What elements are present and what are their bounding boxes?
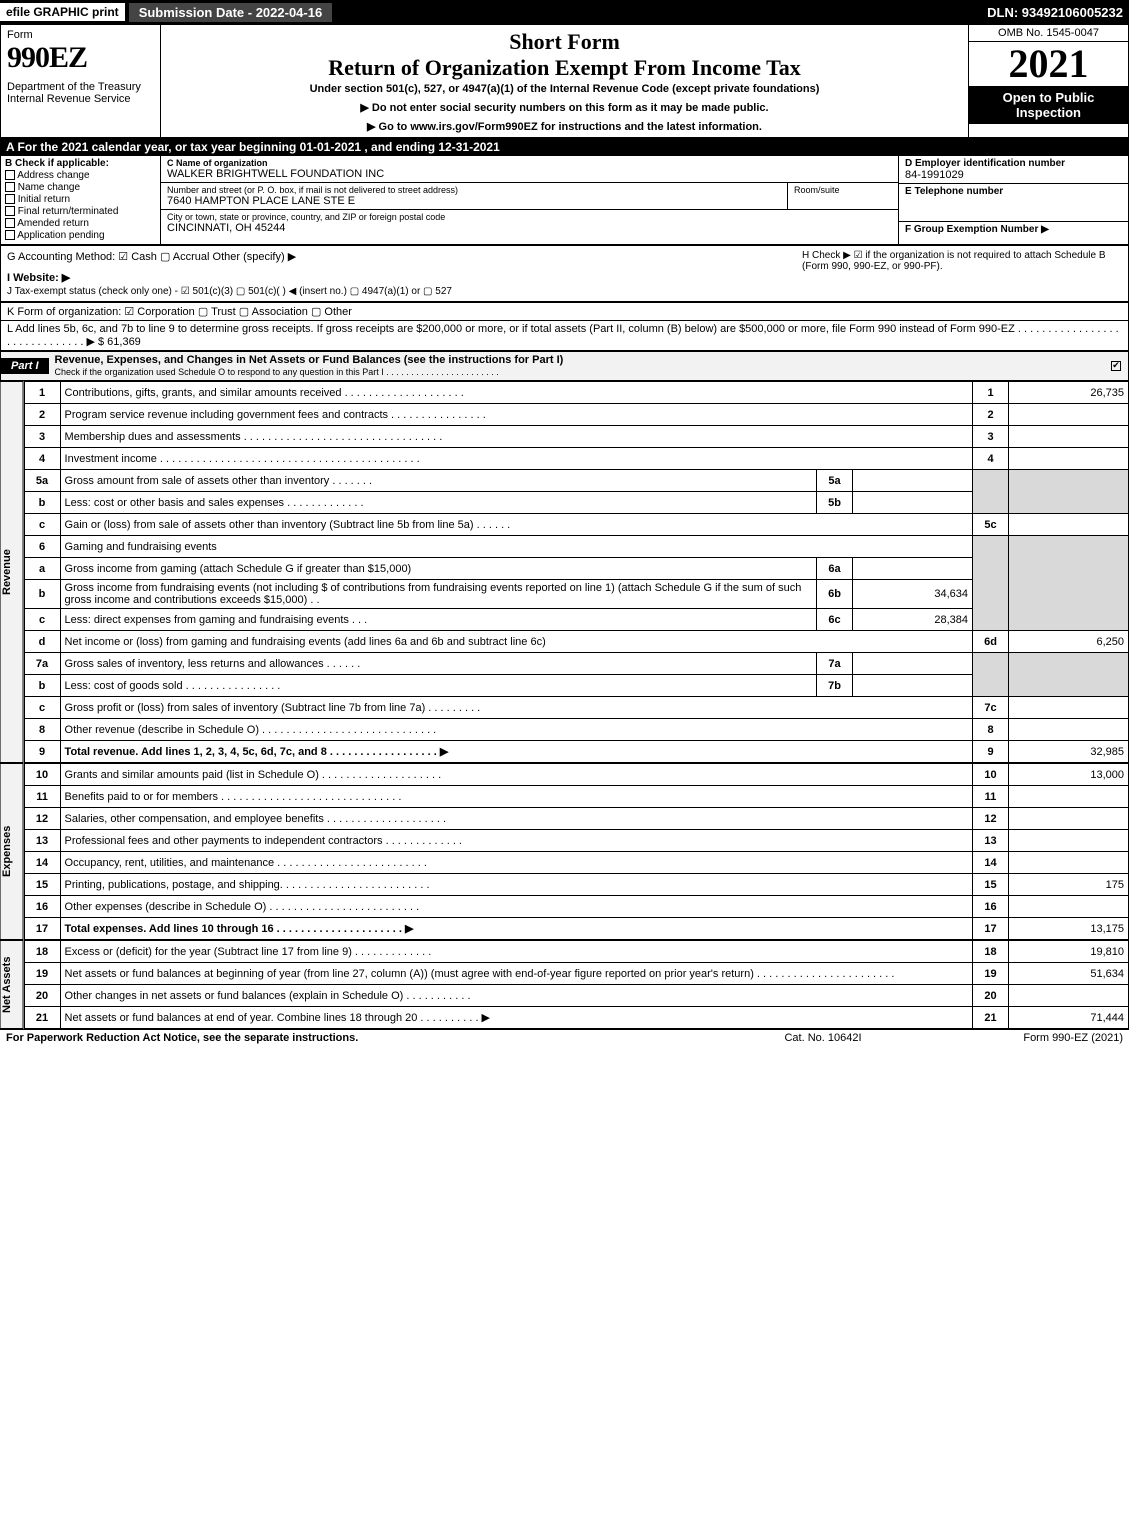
box-b: B Check if applicable: Address change Na… (1, 156, 161, 244)
header-right: OMB No. 1545-0047 2021 Open to Public In… (968, 25, 1128, 137)
org-name-label: C Name of organization (167, 158, 892, 168)
line-5a: 5aGross amount from sale of assets other… (24, 470, 1128, 492)
line-12: 12Salaries, other compensation, and empl… (24, 808, 1128, 830)
net-assets-side-label: Net Assets (0, 940, 24, 1029)
line-19: 19Net assets or fund balances at beginni… (24, 963, 1128, 985)
row-l: L Add lines 5b, 6c, and 7b to line 9 to … (0, 321, 1129, 351)
city-value: CINCINNATI, OH 45244 (167, 222, 892, 234)
chk-pending[interactable]: Application pending (5, 230, 156, 241)
form-header: Form 990EZ Department of the Treasury In… (0, 24, 1129, 138)
line-16: 16Other expenses (describe in Schedule O… (24, 896, 1128, 918)
row-i: I Website: ▶ (7, 271, 802, 284)
form-label: Form (7, 29, 154, 41)
part1-label: Part I (1, 358, 49, 374)
line-4: 4Investment income . . . . . . . . . . .… (24, 448, 1128, 470)
ein-label: D Employer identification number (905, 158, 1122, 169)
chk-address[interactable]: Address change (5, 170, 156, 181)
part1-header: Part I Revenue, Expenses, and Changes in… (0, 351, 1129, 381)
efile-label: efile GRAPHIC print (0, 3, 125, 21)
row-g-h-i-j: G Accounting Method: ☑ Cash ▢ Accrual Ot… (0, 245, 1129, 302)
section-b-to-f: B Check if applicable: Address change Na… (0, 156, 1129, 245)
line-11: 11Benefits paid to or for members . . . … (24, 786, 1128, 808)
chk-name[interactable]: Name change (5, 182, 156, 193)
line-18: 18Excess or (deficit) for the year (Subt… (24, 941, 1128, 963)
row-l-amount: $ 61,369 (98, 336, 141, 348)
ein-value: 84-1991029 (905, 169, 1122, 181)
header-center: Short Form Return of Organization Exempt… (161, 25, 968, 137)
line-10: 10Grants and similar amounts paid (list … (24, 764, 1128, 786)
chk-amended[interactable]: Amended return (5, 218, 156, 229)
line-5b: bLess: cost or other basis and sales exp… (24, 492, 1128, 514)
dln: DLN: 93492106005232 (987, 5, 1129, 20)
line-2: 2Program service revenue including gover… (24, 404, 1128, 426)
expenses-side-label: Expenses (0, 763, 24, 940)
row-j: J Tax-exempt status (check only one) - ☑… (7, 286, 802, 297)
box-b-title: B Check if applicable: (5, 158, 156, 169)
street-label: Number and street (or P. O. box, if mail… (167, 185, 781, 195)
line-7a: 7aGross sales of inventory, less returns… (24, 653, 1128, 675)
line-6c: cLess: direct expenses from gaming and f… (24, 609, 1128, 631)
inspection-label: Open to Public Inspection (969, 86, 1128, 124)
line-7b: bLess: cost of goods sold . . . . . . . … (24, 675, 1128, 697)
footer-left: For Paperwork Reduction Act Notice, see … (6, 1032, 723, 1044)
revenue-side-label: Revenue (0, 381, 24, 763)
line-3: 3Membership dues and assessments . . . .… (24, 426, 1128, 448)
revenue-table: 1Contributions, gifts, grants, and simil… (24, 381, 1129, 763)
page-footer: For Paperwork Reduction Act Notice, see … (0, 1029, 1129, 1046)
submission-date: Submission Date - 2022-04-16 (129, 3, 333, 22)
line-7c: cGross profit or (loss) from sales of in… (24, 697, 1128, 719)
short-form-label: Short Form (169, 29, 960, 55)
line-6a: aGross income from gaming (attach Schedu… (24, 558, 1128, 580)
form-title: Return of Organization Exempt From Incom… (169, 55, 960, 81)
row-a: A For the 2021 calendar year, or tax yea… (0, 138, 1129, 156)
line-21: 21Net assets or fund balances at end of … (24, 1007, 1128, 1029)
form-note1: ▶ Do not enter social security numbers o… (169, 101, 960, 114)
expenses-section: Expenses 10Grants and similar amounts pa… (0, 763, 1129, 940)
org-name: WALKER BRIGHTWELL FOUNDATION INC (167, 168, 892, 180)
header-left: Form 990EZ Department of the Treasury In… (1, 25, 161, 137)
row-g: G Accounting Method: ☑ Cash ▢ Accrual Ot… (7, 250, 802, 263)
chk-final[interactable]: Final return/terminated (5, 206, 156, 217)
line-20: 20Other changes in net assets or fund ba… (24, 985, 1128, 1007)
row-h: H Check ▶ ☑ if the organization is not r… (802, 250, 1122, 297)
net-assets-table: 18Excess or (deficit) for the year (Subt… (24, 940, 1129, 1029)
street-value: 7640 HAMPTON PLACE LANE STE E (167, 195, 781, 207)
net-assets-section: Net Assets 18Excess or (deficit) for the… (0, 940, 1129, 1029)
row-k: K Form of organization: ☑ Corporation ▢ … (0, 302, 1129, 321)
dept-label: Department of the Treasury Internal Reve… (7, 81, 154, 105)
line-15: 15Printing, publications, postage, and s… (24, 874, 1128, 896)
tax-year: 2021 (969, 42, 1128, 86)
line-6d: dNet income or (loss) from gaming and fu… (24, 631, 1128, 653)
tel-label: E Telephone number (899, 184, 1128, 222)
box-d-e-f: D Employer identification number 84-1991… (898, 156, 1128, 244)
revenue-section: Revenue 1Contributions, gifts, grants, a… (0, 381, 1129, 763)
room-label: Room/suite (788, 183, 898, 209)
footer-right: Form 990-EZ (2021) (923, 1032, 1123, 1044)
form-subtitle: Under section 501(c), 527, or 4947(a)(1)… (169, 83, 960, 95)
box-c: C Name of organization WALKER BRIGHTWELL… (161, 156, 898, 244)
form-note2: ▶ Go to www.irs.gov/Form990EZ for instru… (169, 120, 960, 133)
omb-number: OMB No. 1545-0047 (969, 25, 1128, 42)
chk-initial[interactable]: Initial return (5, 194, 156, 205)
part1-sub: Check if the organization used Schedule … (55, 367, 499, 377)
part1-checkbox[interactable] (1104, 360, 1128, 372)
form-number: 990EZ (7, 41, 154, 75)
line-9: 9Total revenue. Add lines 1, 2, 3, 4, 5c… (24, 741, 1128, 763)
line-1: 1Contributions, gifts, grants, and simil… (24, 382, 1128, 404)
line-13: 13Professional fees and other payments t… (24, 830, 1128, 852)
expenses-table: 10Grants and similar amounts paid (list … (24, 763, 1129, 940)
line-14: 14Occupancy, rent, utilities, and mainte… (24, 852, 1128, 874)
line-17: 17Total expenses. Add lines 10 through 1… (24, 918, 1128, 940)
line-5c: cGain or (loss) from sale of assets othe… (24, 514, 1128, 536)
part1-title: Revenue, Expenses, and Changes in Net As… (55, 354, 564, 366)
line-6: 6Gaming and fundraising events (24, 536, 1128, 558)
footer-center: Cat. No. 10642I (723, 1032, 923, 1044)
city-label: City or town, state or province, country… (167, 212, 892, 222)
group-exemption: F Group Exemption Number ▶ (899, 222, 1128, 237)
top-bar: efile GRAPHIC print Submission Date - 20… (0, 0, 1129, 24)
line-6b: bGross income from fundraising events (n… (24, 580, 1128, 609)
line-8: 8Other revenue (describe in Schedule O) … (24, 719, 1128, 741)
